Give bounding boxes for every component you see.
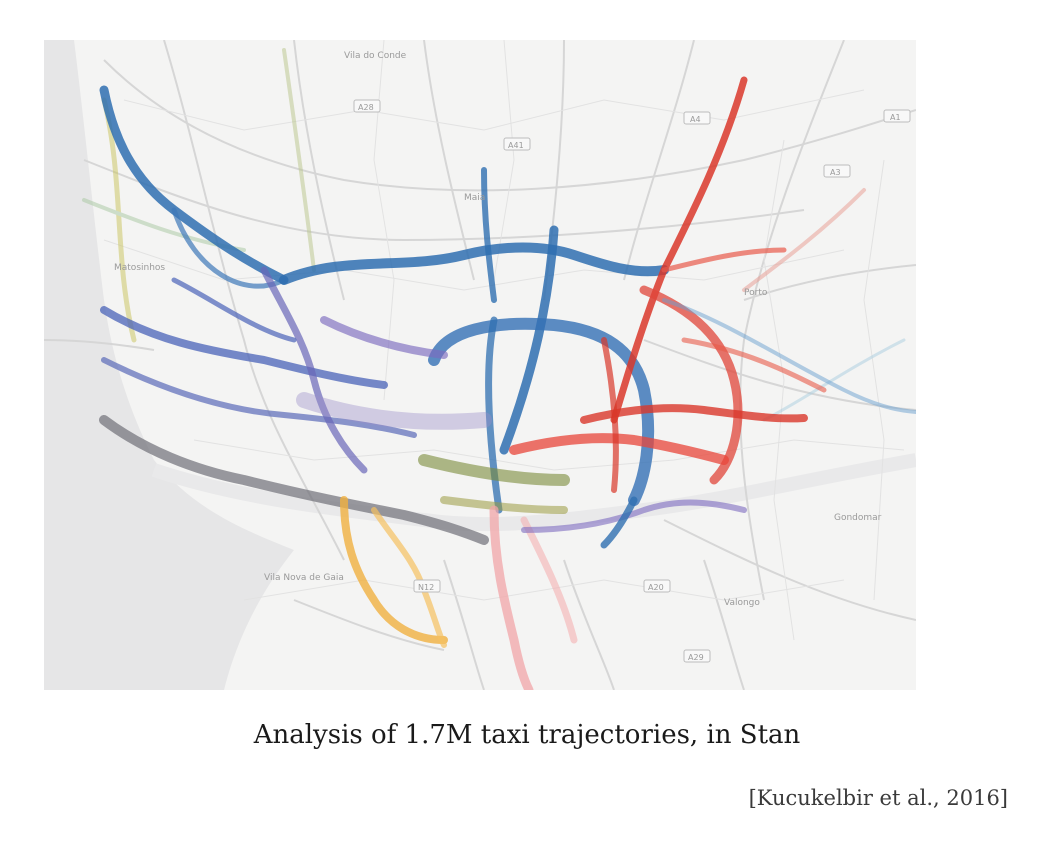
slide-caption: Analysis of 1.7M taxi trajectories, in S… [253,720,801,750]
citation: [Kucukelbir et al., 2016] [748,786,1008,810]
road-badge: A3 [830,168,841,177]
road-badge: A29 [688,653,704,662]
road-badge: A1 [890,113,901,122]
sea-area [44,40,294,690]
road-badge: A20 [648,583,664,592]
place-label: Gondomar [834,513,882,523]
place-label: Maia [464,193,485,203]
taxi-trajectory-map: Vila do Conde Maia Matosinhos Porto Vila… [44,40,916,690]
road-badge: A28 [358,103,374,112]
road-network [44,40,916,690]
place-label: Vila do Conde [344,51,407,61]
road-badge: N12 [418,583,434,592]
place-label: Valongo [724,598,760,608]
place-label: Porto [744,288,768,298]
road-badge: A4 [690,115,701,124]
road-badges [353,99,911,663]
road-badge-labels: A28 A41 A4 A3 A1 A20 A29 N12 [358,103,901,662]
river-douro [151,453,916,532]
trajectory-bundles [99,76,916,690]
road-badge: A41 [508,141,524,150]
place-label: Matosinhos [114,263,165,273]
place-label: Vila Nova de Gaia [264,573,344,583]
place-labels: Vila do Conde Maia Matosinhos Porto Vila… [114,51,882,608]
